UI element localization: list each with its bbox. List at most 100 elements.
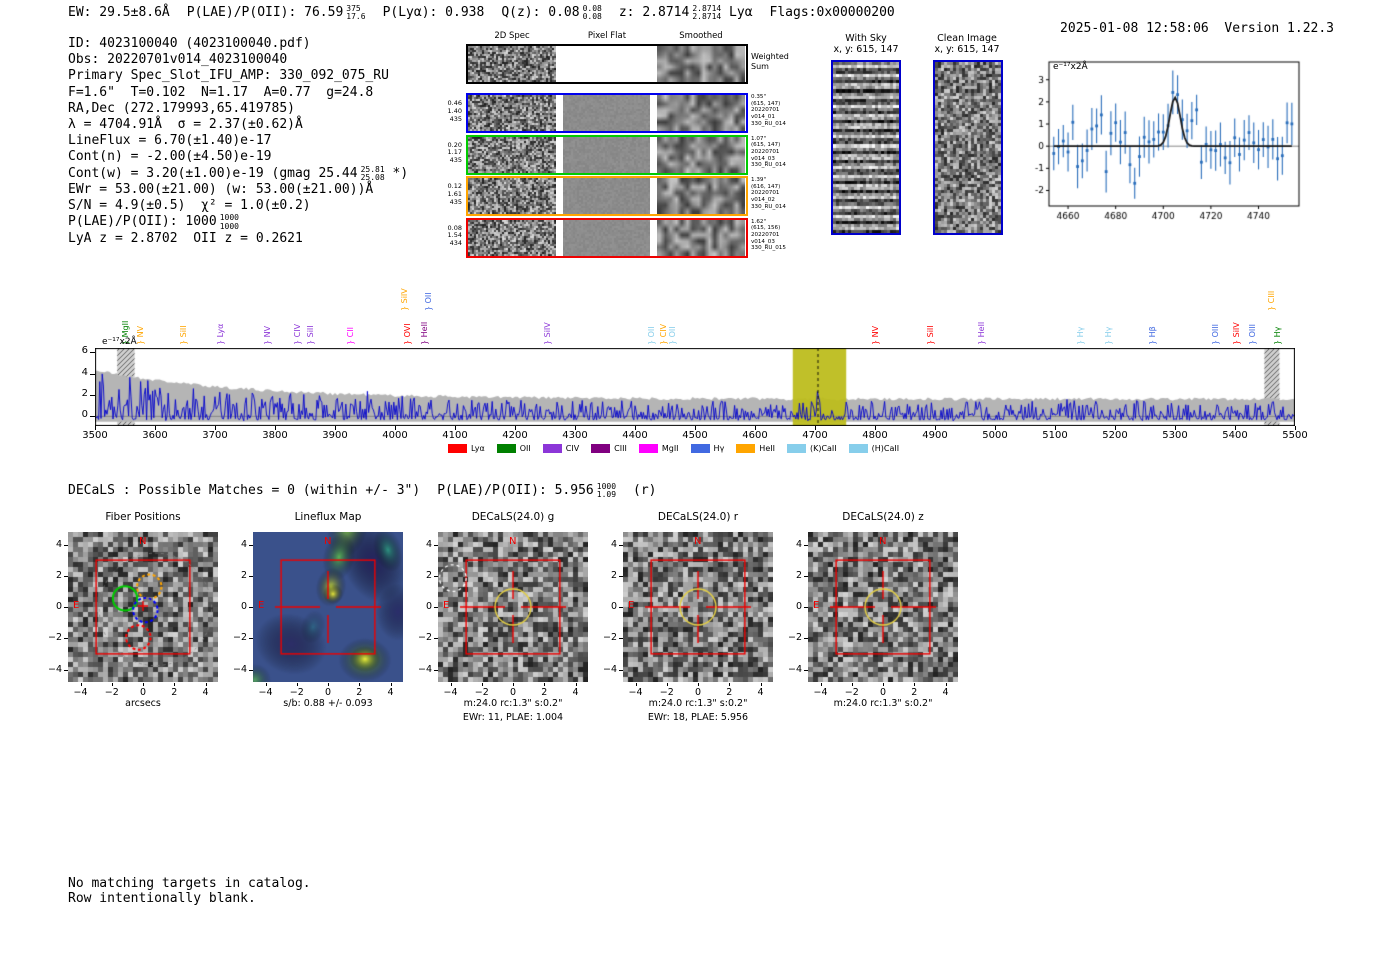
value-text: Primary Spec_Slot_IFU_AMP: 330_092_075_R… xyxy=(68,68,389,84)
x-tick-mark xyxy=(1115,426,1116,430)
cutout-x-tick-mark xyxy=(914,683,916,686)
spectrum-x-tick: 3800 xyxy=(262,430,288,441)
value-text: Flags:0x00000200 xyxy=(769,5,895,21)
cutout-x-tick: −2 xyxy=(844,687,859,698)
x-tick-mark xyxy=(1235,426,1236,430)
lower-bound: 1.09 xyxy=(596,490,617,500)
left-label-line: 1.17 xyxy=(447,148,462,157)
info-line: F=1.6" T=0.102 N=1.17 A=0.77 g=24.8 xyxy=(68,85,408,101)
right-label-line: (616, 147) xyxy=(751,183,781,190)
emission-line-marker: } SiIV xyxy=(543,322,552,345)
legend-label: HeII xyxy=(759,444,775,453)
emission-line-marker: } Hγ xyxy=(1104,326,1113,345)
header-datetime: 2025-01-08 12:58:06 xyxy=(1060,21,1209,37)
cutout-x-tick: 2 xyxy=(356,687,363,698)
header-spacer xyxy=(1209,21,1225,36)
cutout-x-tick: −2 xyxy=(104,687,119,698)
right-label-line: v014_01 xyxy=(751,114,775,121)
emission-line-marker: } HeII xyxy=(976,321,986,345)
x-tick-mark xyxy=(815,426,816,430)
value-text: F=1.6" T=0.102 N=1.17 A=0.77 g=24.8 xyxy=(68,84,374,100)
value-text: P(Lyα): 0.938 xyxy=(382,5,485,21)
value-with-bounds: 1000 1000 xyxy=(217,214,239,231)
legend-swatch xyxy=(786,444,806,453)
x-tick-mark xyxy=(155,426,156,430)
x-tick-mark xyxy=(935,426,936,430)
spec2d-row xyxy=(466,134,748,175)
info-line: Obs: 20220701v014_4023100040 xyxy=(68,52,408,68)
cutout-x-tick-mark xyxy=(698,683,699,686)
emission-line-marker: } NV xyxy=(262,325,272,345)
header-segment: P(LAE)/P(OII): 76.59 375 17.6 xyxy=(187,4,366,21)
legend-label: CIII xyxy=(614,444,627,453)
compass-north-label: N xyxy=(509,536,517,547)
value-with-bounds: P(LAE)/P(OII): 1000 xyxy=(68,215,217,230)
cutout-x-tick: 0 xyxy=(509,687,517,698)
emission-line-marker: } SiIV xyxy=(399,288,409,311)
value-with-bounds: Cont(n) = -2.00(±4.50)e-19 xyxy=(68,149,272,164)
smoothed-image xyxy=(657,178,745,214)
right-label-line: 20220701 xyxy=(751,107,780,114)
value-with-bounds: RA,Dec (272.179993,65.419785) xyxy=(68,101,295,116)
spec2d-row-right-label: Weighted Sum xyxy=(751,52,789,71)
header-segment: EW: 29.5±8.6Å xyxy=(68,5,170,20)
header-segment: P(Lyα): 0.938 xyxy=(383,5,485,20)
right-label-line: v014_02 xyxy=(751,197,775,204)
legend-item: MgII xyxy=(638,444,679,453)
cutout-y-tick: 4 xyxy=(795,538,802,550)
spectrum-x-tick: 4400 xyxy=(622,430,648,441)
emission-line-marker: } OVI xyxy=(402,323,412,345)
value-with-bounds: Cont(w) = 3.20(±1.00)e-19 (gmag 25.44 xyxy=(68,166,358,181)
value-text: S/N = 4.9(±0.5) χ² = 1.0(±0.2) xyxy=(68,198,311,214)
cutout-y-tick-mark xyxy=(249,544,253,546)
compass-north-label: N xyxy=(879,536,887,547)
cutout-x-tick-mark xyxy=(851,683,853,686)
cutout-x-tick-mark xyxy=(544,683,546,686)
spec2d-row-left-label: 0.46 1.40 435 xyxy=(436,99,462,123)
legend-label: (K)CaII xyxy=(809,444,837,453)
x-tick-mark xyxy=(395,426,396,430)
left-label-line: 1.61 xyxy=(447,189,462,198)
cutout-y-tick-mark xyxy=(619,575,623,577)
left-label-line: 0.12 xyxy=(447,182,462,190)
value-with-bounds: LineFlux = 6.70(±1.40)e-17 xyxy=(68,133,272,148)
x-tick-mark xyxy=(1295,426,1296,430)
lower-bound: 2.8714 xyxy=(692,12,722,22)
linefit-unit-label: e⁻¹⁷x2Å xyxy=(1053,62,1088,72)
spec2d-row xyxy=(466,176,748,216)
cutout-subline: m:24.0 rc:1.3" s:0.2" xyxy=(648,698,748,709)
right-label-line: v014_03 xyxy=(751,155,775,162)
right-label-line: (615, 147) xyxy=(751,142,781,149)
spectrum-x-tick: 3700 xyxy=(202,430,228,441)
x-tick-mark xyxy=(1055,426,1056,430)
spectrum-y-tick: 4 xyxy=(81,366,88,378)
value-with-bounds: S/N = 4.9(±0.5) χ² = 1.0(±0.2) xyxy=(68,198,311,213)
cutout-x-tick-mark xyxy=(174,683,176,686)
legend-swatch xyxy=(542,444,562,453)
cutout-x-tick-mark xyxy=(666,683,668,686)
cutout-canvas-fiber_positions xyxy=(68,532,218,682)
value-text: LyA z = 2.8702 OII z = 0.2621 xyxy=(68,230,303,246)
info-line: RA,Dec (272.179993,65.419785) xyxy=(68,101,408,117)
spectrum-x-tick: 4800 xyxy=(862,430,888,441)
x-tick-mark xyxy=(515,426,516,430)
emission-line-marker: } OII xyxy=(646,326,656,345)
lower-bound: 25.08 xyxy=(360,172,385,182)
bounds-stack: 2.8714 2.8714 xyxy=(692,4,722,22)
emission-line-marker: } OII xyxy=(423,292,433,311)
cutout-title: Lineflux Map xyxy=(294,511,362,523)
x-tick-mark xyxy=(755,426,756,430)
spectrum-y-tick: 0 xyxy=(81,409,88,421)
smoothed-image xyxy=(657,95,745,131)
info-line: LineFlux = 6.70(±1.40)e-17 xyxy=(68,133,408,149)
cutout-x-tick: 2 xyxy=(911,687,918,698)
legend-label: (H)CaII xyxy=(871,444,900,453)
x-tick-mark xyxy=(635,426,636,430)
x-tick-mark xyxy=(335,426,336,430)
cutout-y-tick-mark xyxy=(804,638,808,640)
spectrum-x-tick: 4300 xyxy=(562,430,588,441)
legend-item: CIV xyxy=(542,444,579,453)
legend-swatch xyxy=(496,444,516,453)
legend-item: (H)CaII xyxy=(848,444,900,453)
